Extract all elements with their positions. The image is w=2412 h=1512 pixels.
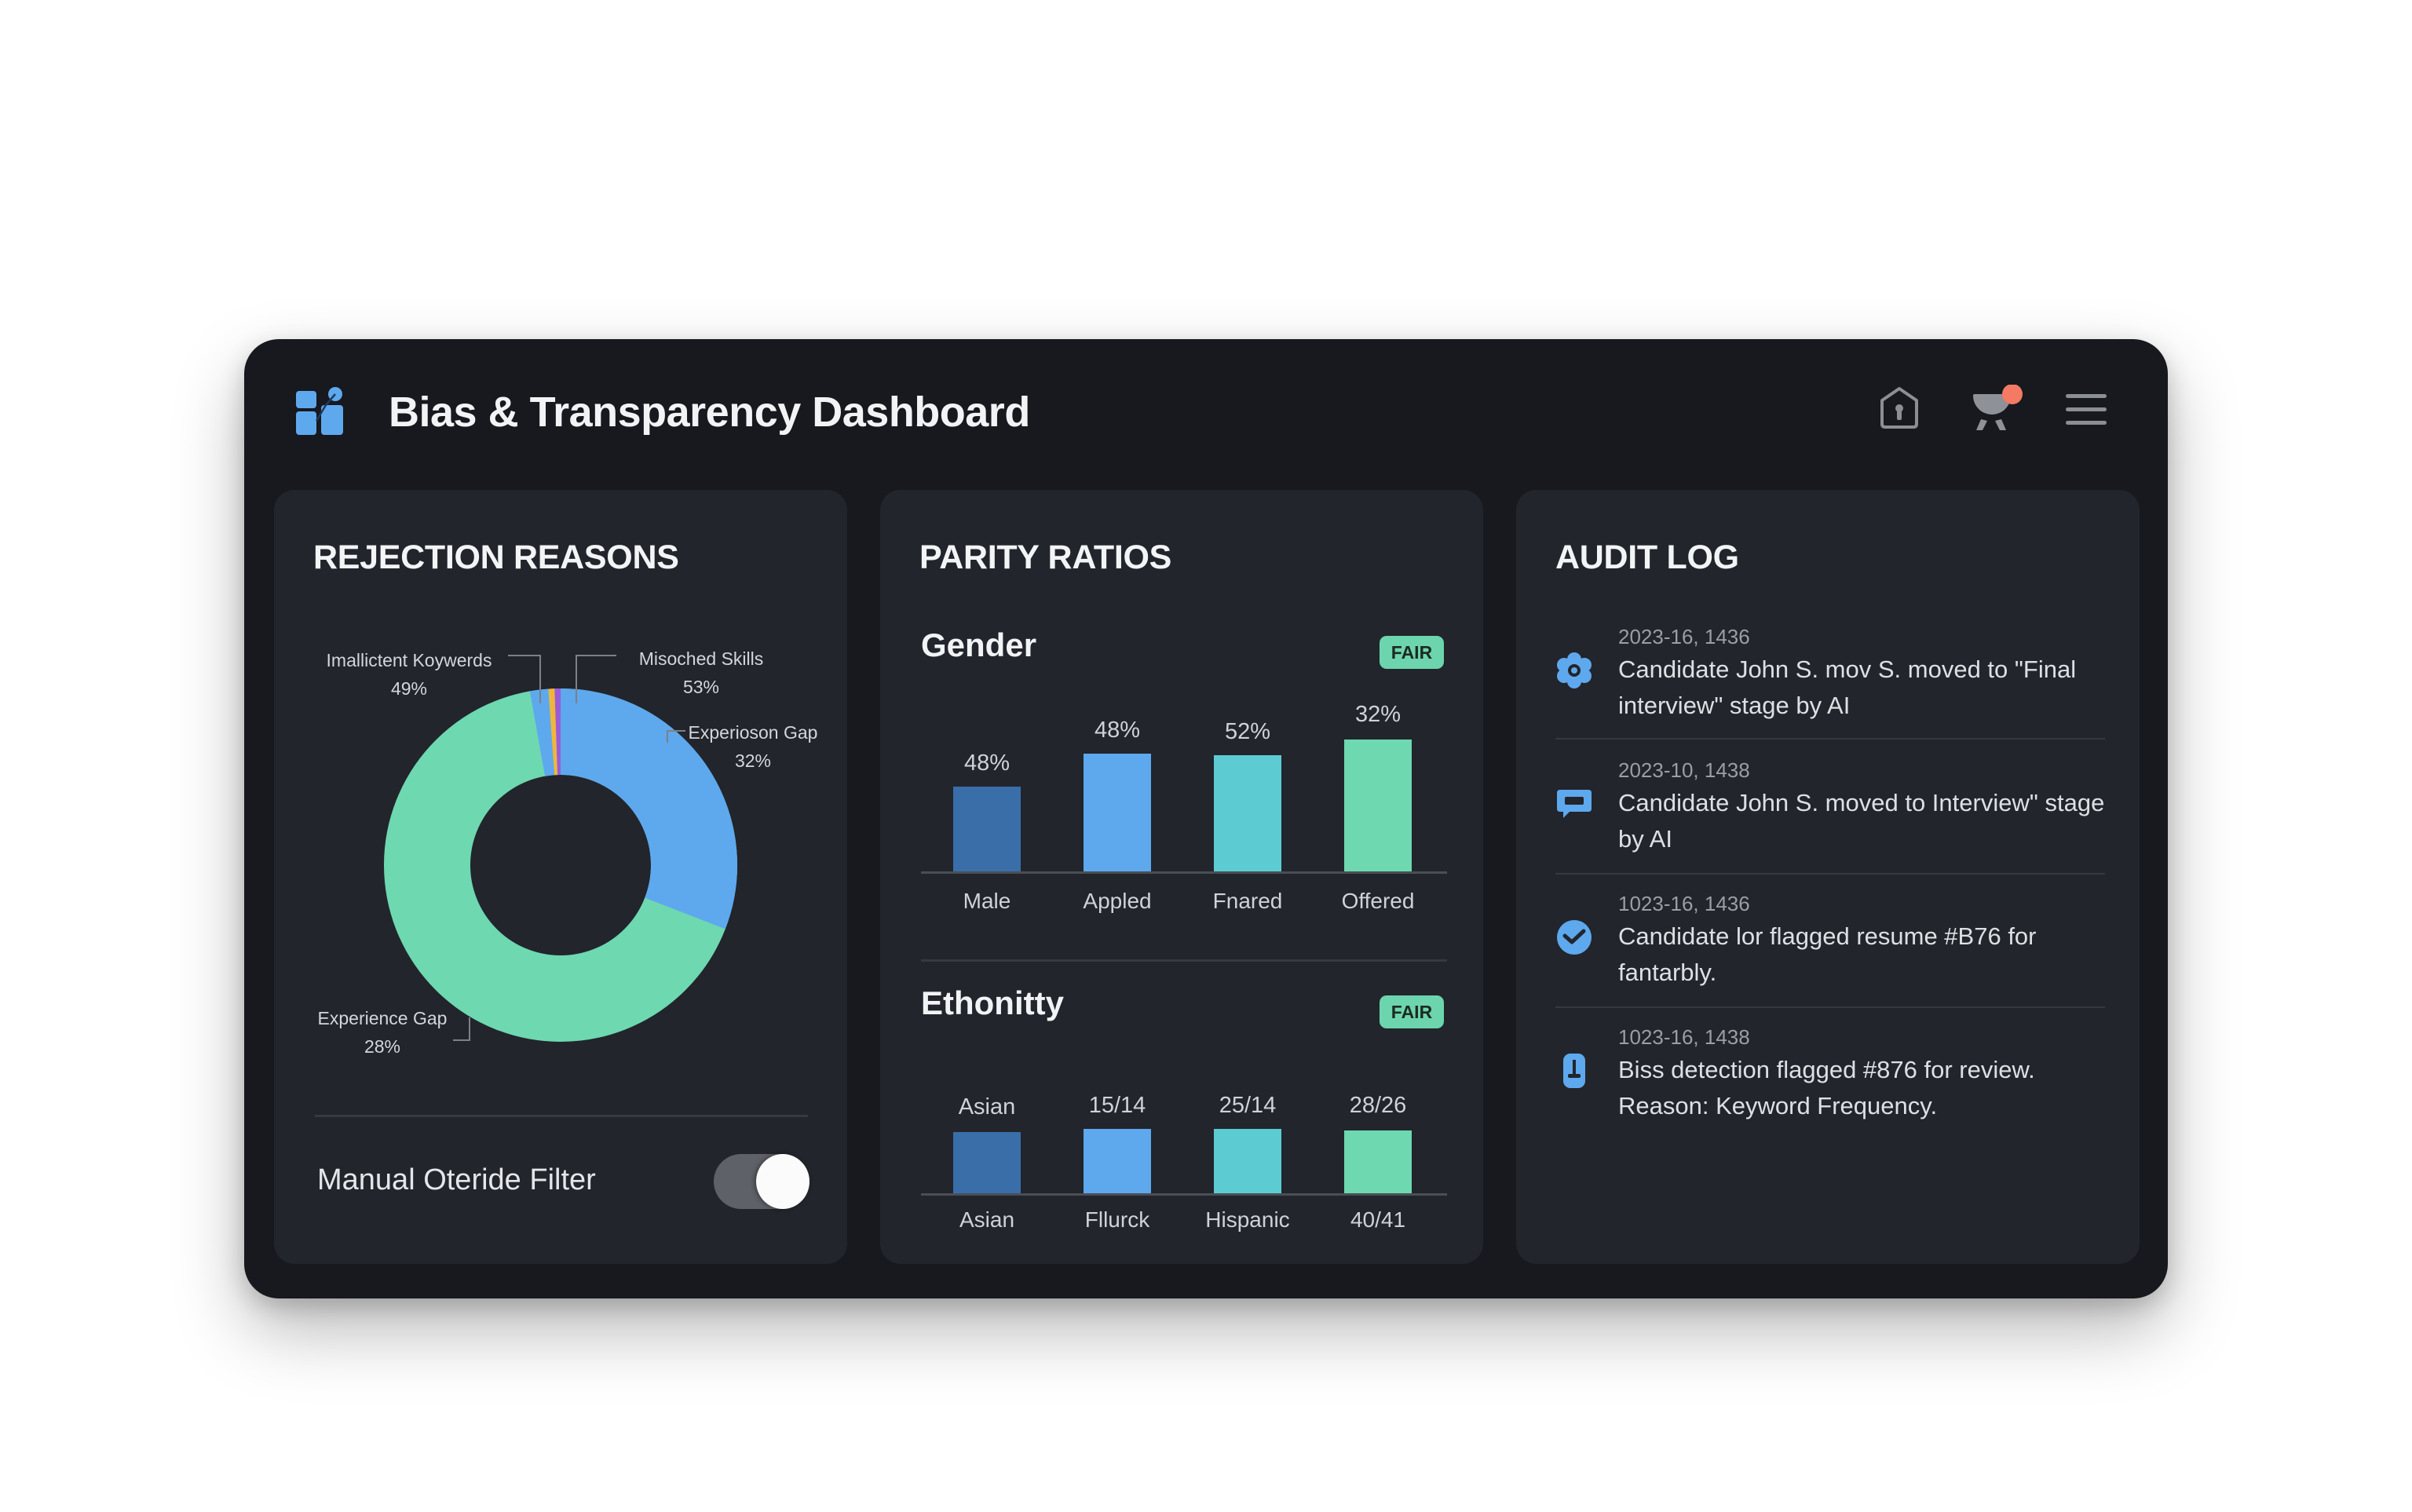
menu-icon[interactable] bbox=[2066, 393, 2108, 427]
alert-icon[interactable] bbox=[1876, 385, 1923, 432]
bar-other bbox=[1344, 1130, 1412, 1193]
bar-value: 15/14 bbox=[1088, 1093, 1146, 1118]
log-message: Candidate lor flagged resume #B76 for fa… bbox=[1618, 922, 2037, 986]
app-title: Bias & Transparency Dashboard bbox=[389, 389, 1030, 436]
bar-value: 48% bbox=[1094, 718, 1141, 743]
panel-divider bbox=[315, 1115, 808, 1117]
log-message: Candidate John S. moved to Interview" st… bbox=[1618, 789, 2105, 853]
donut-label-experience-gap-bottom: Experience Gap 28% bbox=[317, 1008, 448, 1057]
log-message: Biss detection flagged #876 for review. … bbox=[1618, 1056, 2035, 1119]
leader-line bbox=[667, 730, 685, 743]
bar-value: 28/26 bbox=[1349, 1093, 1407, 1118]
bar-value: 25/14 bbox=[1219, 1093, 1277, 1118]
donut-label-experience-gap-top: Experioson Gap 32% bbox=[688, 722, 818, 771]
section-divider bbox=[921, 959, 1447, 962]
log-separator bbox=[1555, 738, 2105, 740]
audit-log-panel: AUDIT LOG 2023-16, 1436 Candidate John S… bbox=[1516, 490, 2140, 1264]
dashboard-logo-icon bbox=[296, 387, 343, 435]
panel-title: PARITY RATIOS bbox=[919, 539, 1172, 576]
bar-fnared bbox=[1214, 755, 1281, 871]
x-axis bbox=[921, 1193, 1447, 1196]
leader-line bbox=[508, 655, 541, 703]
ethnicity-fair-badge: FAIR bbox=[1380, 995, 1444, 1028]
leader-line bbox=[576, 655, 616, 703]
bar-category: Offered bbox=[1341, 889, 1415, 913]
bar-category: Asian bbox=[959, 1207, 1015, 1232]
audit-log-entry[interactable]: 2023-16, 1436 Candidate John S. mov S. m… bbox=[1555, 625, 2105, 719]
rejection-reasons-panel: REJECTION REASONS Imallictent Koywerds 4… bbox=[274, 490, 847, 1264]
toggle-knob bbox=[756, 1154, 809, 1209]
gender-title: Gender bbox=[921, 626, 1037, 663]
bar-value: 48% bbox=[963, 751, 1010, 776]
leader-line bbox=[453, 1017, 470, 1041]
x-axis bbox=[921, 871, 1447, 874]
panel-title: REJECTION REASONS bbox=[313, 539, 679, 576]
log-timestamp: 2023-10, 1438 bbox=[1618, 758, 1750, 782]
settings-flower-icon bbox=[1557, 652, 1592, 688]
bar-category: Fllurck bbox=[1084, 1207, 1150, 1232]
panel-title: AUDIT LOG bbox=[1555, 539, 1739, 576]
log-separator bbox=[1555, 873, 2105, 875]
header: Bias & Transparency Dashboard bbox=[244, 339, 2168, 480]
bar-applied bbox=[1084, 754, 1151, 871]
bar-male bbox=[953, 787, 1021, 871]
flag-alert-icon bbox=[1563, 1054, 1585, 1088]
manual-override-label: Manual Oteride Filter bbox=[317, 1163, 596, 1196]
audit-log-entry[interactable]: 1023-16, 1436 Candidate lor flagged resu… bbox=[1555, 892, 2105, 986]
bar-value: Asian bbox=[958, 1094, 1016, 1119]
bar-category: Fnared bbox=[1212, 889, 1283, 913]
bar-hispanic bbox=[1214, 1129, 1281, 1193]
bar-category: Male bbox=[963, 889, 1011, 913]
log-timestamp: 2023-16, 1436 bbox=[1618, 625, 1750, 648]
audit-log-entry[interactable]: 1023-16, 1438 Biss detection flagged #87… bbox=[1555, 1025, 2105, 1119]
log-timestamp: 1023-16, 1438 bbox=[1618, 1025, 1750, 1049]
ethnicity-title: Ethonitty bbox=[921, 984, 1064, 1021]
bar-category: Appled bbox=[1083, 889, 1152, 913]
log-message: Candidate John S. mov S. moved to "Final… bbox=[1618, 656, 2077, 719]
parity-ratios-panel: PARITY RATIOS Gender FAIR 48% 48% 52% 32… bbox=[880, 490, 1483, 1264]
check-circle-icon bbox=[1557, 920, 1592, 955]
rejection-donut-chart bbox=[384, 688, 737, 1042]
donut-label-mismatched-skills: Misoched Skills 53% bbox=[638, 648, 764, 697]
notifications-button[interactable] bbox=[1970, 384, 2025, 440]
dashboard-window: Bias & Transparency Dashboard REJECTION … bbox=[244, 339, 2168, 1298]
manual-override-toggle[interactable] bbox=[714, 1154, 809, 1209]
log-timestamp: 1023-16, 1436 bbox=[1618, 892, 1750, 915]
bar-category: Hispanic bbox=[1205, 1207, 1290, 1232]
bar-value: 32% bbox=[1354, 702, 1402, 727]
bar-value: 52% bbox=[1224, 719, 1271, 744]
log-separator bbox=[1555, 1006, 2105, 1008]
gender-fair-badge: FAIR bbox=[1380, 636, 1444, 669]
bar-asian bbox=[953, 1132, 1021, 1193]
bar-offered bbox=[1344, 740, 1412, 871]
bar-category: 40/41 bbox=[1350, 1207, 1406, 1232]
notifications-icon bbox=[1973, 384, 2023, 430]
audit-log-entry[interactable]: 2023-10, 1438 Candidate John S. moved to… bbox=[1555, 758, 2105, 853]
chat-icon bbox=[1557, 790, 1592, 818]
bar-black bbox=[1084, 1129, 1151, 1193]
donut-label-insufficient-keywords: Imallictent Koywerds 49% bbox=[326, 650, 492, 699]
